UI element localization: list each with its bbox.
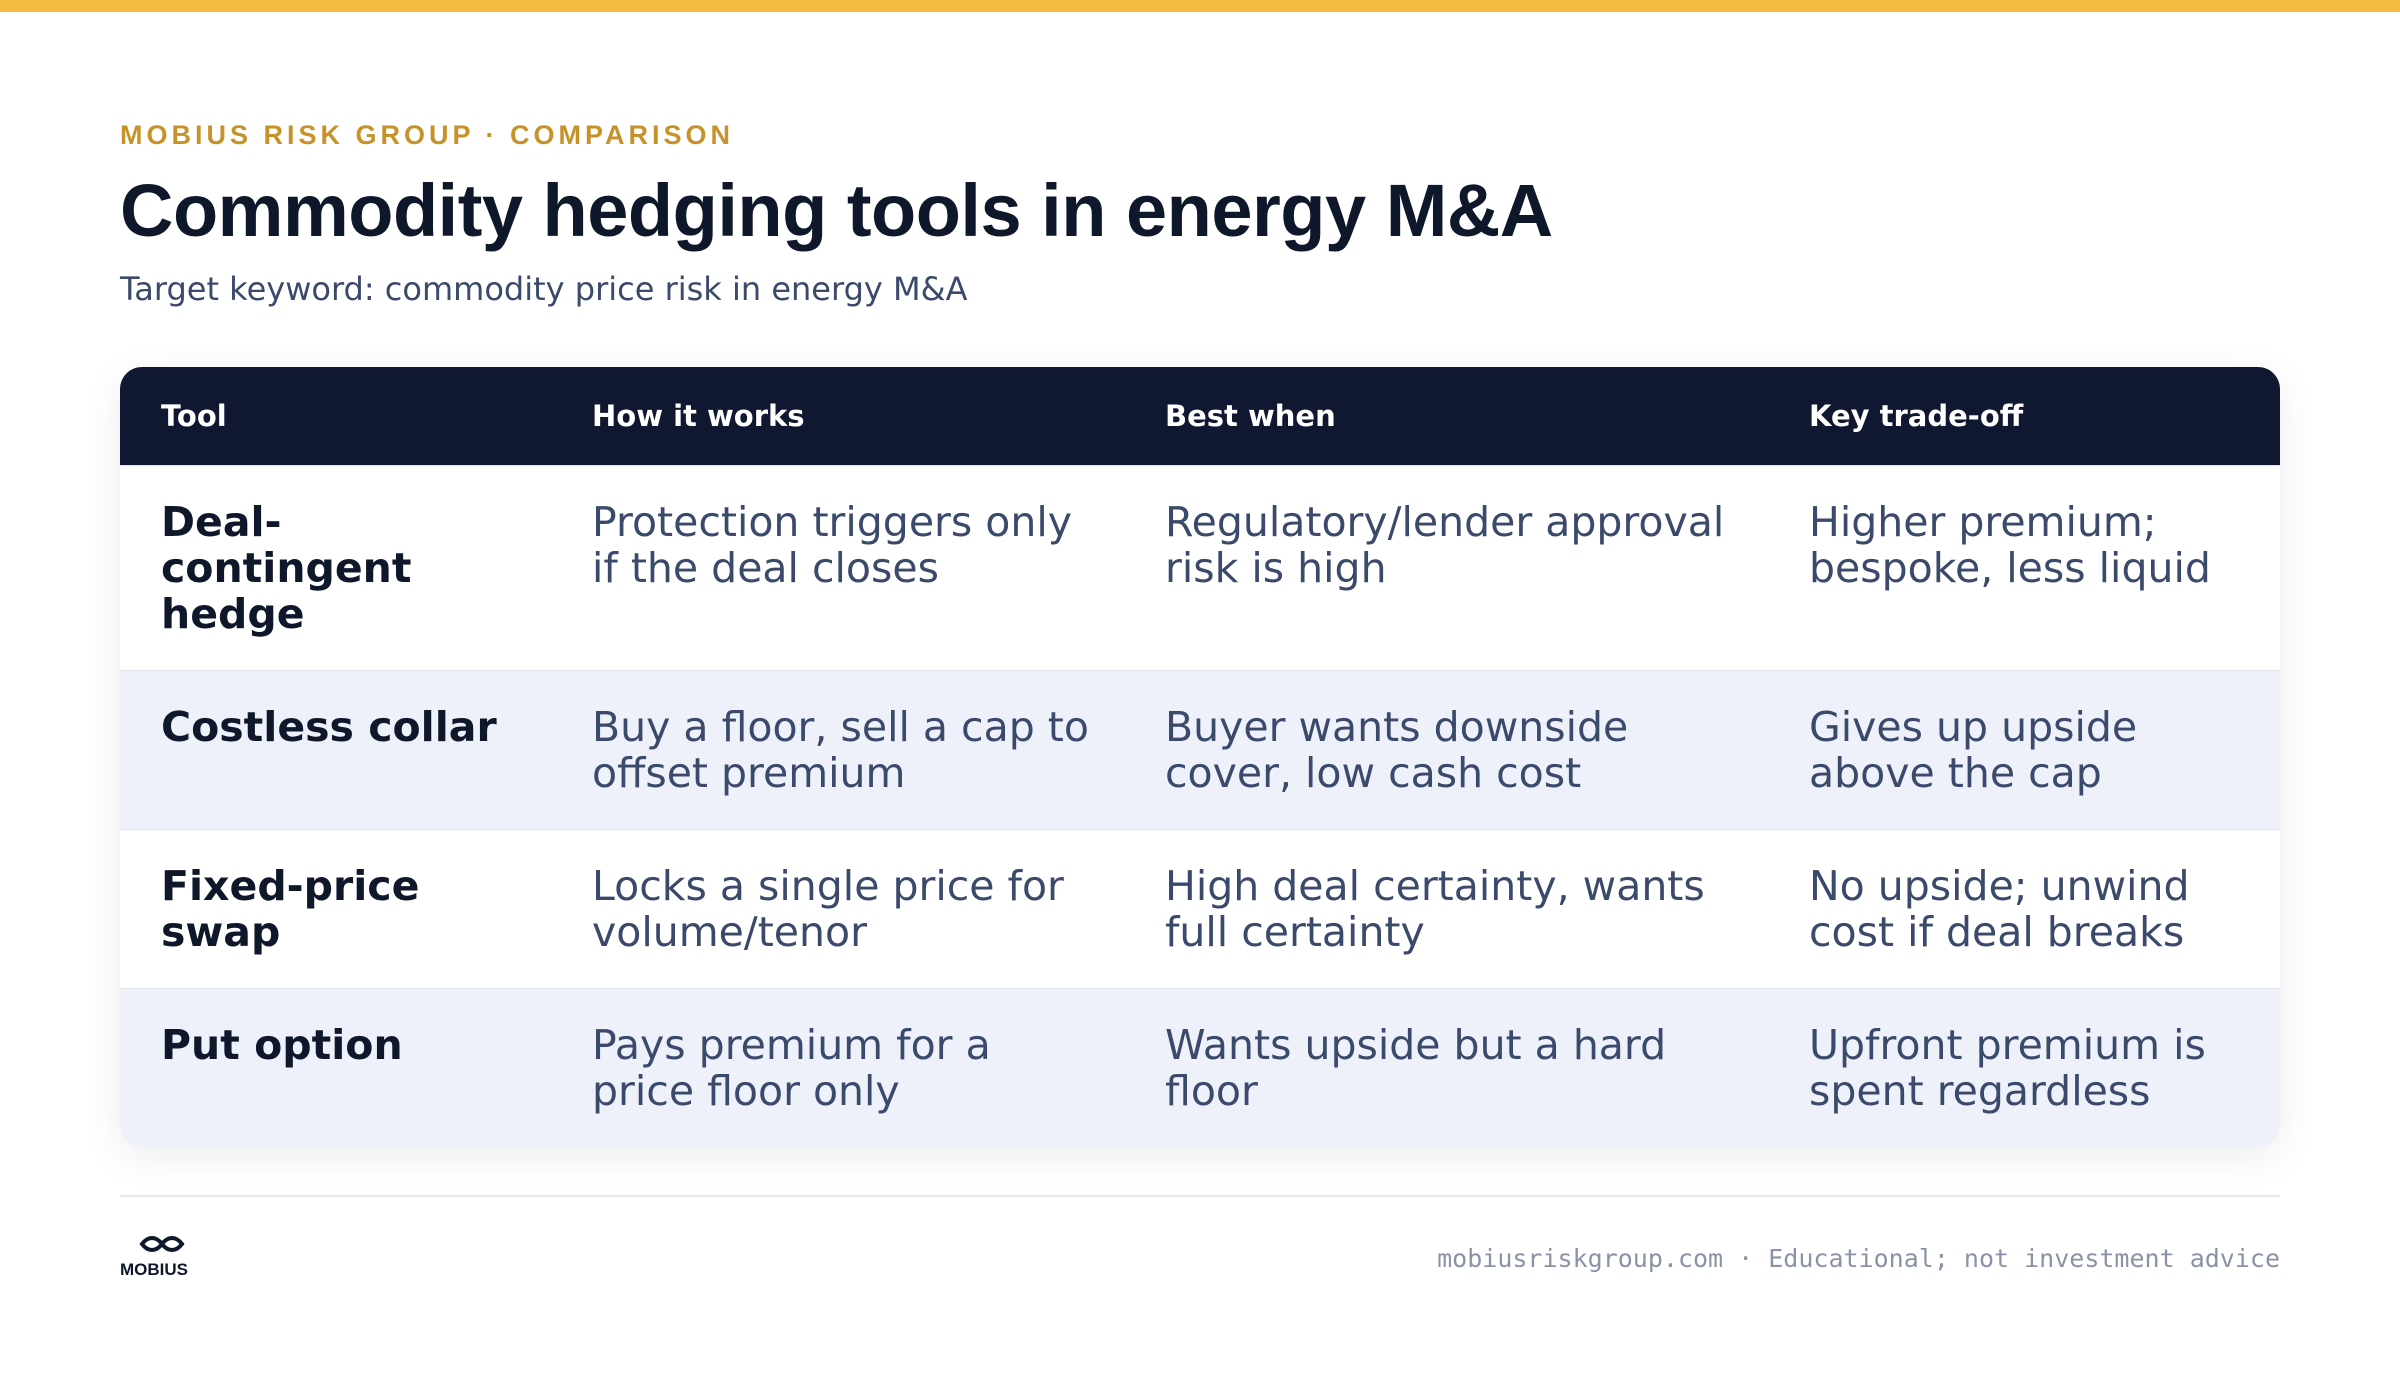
footer-note: mobiusriskgroup.com · Educational; not i… — [1437, 1244, 2280, 1273]
header-row: Tool How it works Best when Key trade-off — [120, 367, 2280, 466]
column-header: Tool — [120, 367, 551, 466]
table-cell: Regulatory/lender approval risk is high — [1124, 465, 1768, 671]
table-cell: Protection triggers only if the deal clo… — [551, 465, 1124, 671]
table-cell: Higher premium; bespoke, less liquid — [1768, 465, 2280, 671]
column-header: Best when — [1124, 367, 1768, 466]
table-cell: Upfront premium is spent regardless — [1768, 988, 2280, 1147]
column-header: How it works — [551, 367, 1124, 466]
table-cell: Pays premium for a price floor only — [551, 988, 1124, 1147]
eyebrow: MOBIUS RISK GROUP · COMPARISON — [120, 120, 735, 150]
table-cell: High deal certainty, wants full certaint… — [1124, 829, 1768, 989]
table-row: Costless collar Buy a floor, sell a cap t… — [120, 670, 2280, 830]
table-cell: Wants upside but a hard floor — [1124, 988, 1768, 1147]
subtitle: Target keyword: commodity price risk in … — [120, 270, 968, 308]
table-card: Tool How it works Best when Key trade-off D… — [120, 367, 2280, 1147]
table-row: Deal-contingent hedge Protection triggers… — [120, 465, 2280, 671]
table-cell: Locks a single price for volume/tenor — [551, 829, 1124, 989]
table-cell: Buyer wants downside cover, low cash cos… — [1124, 670, 1768, 830]
logo-text: MOBIUS — [120, 1260, 188, 1279]
tool-name: Fixed-price swap — [120, 829, 551, 989]
tool-name: Deal-contingent hedge — [120, 465, 551, 671]
table-cell: Gives up upside above the cap — [1768, 670, 2280, 830]
title: Commodity hedging tools in energy M&A — [120, 169, 1553, 252]
tool-name: Put option — [120, 988, 551, 1147]
table-row: Fixed-price swap Locks a single price for… — [120, 829, 2280, 989]
table-body: Deal-contingent hedge Protection triggers… — [120, 465, 2280, 1147]
tool-name: Costless collar — [120, 670, 551, 830]
divider — [120, 1195, 2280, 1197]
table-row: Put option Pays premium for a price floor… — [120, 988, 2280, 1147]
table-cell: No upside; unwind cost if deal breaks — [1768, 829, 2280, 989]
top-bar — [0, 0, 2400, 12]
logo-icon — [139, 1236, 185, 1252]
comparison-table: Tool How it works Best when Key trade-off D… — [120, 367, 2280, 1147]
table-cell: Buy a floor, sell a cap to offset premiu… — [551, 670, 1124, 830]
column-header: Key trade-off — [1768, 367, 2280, 466]
